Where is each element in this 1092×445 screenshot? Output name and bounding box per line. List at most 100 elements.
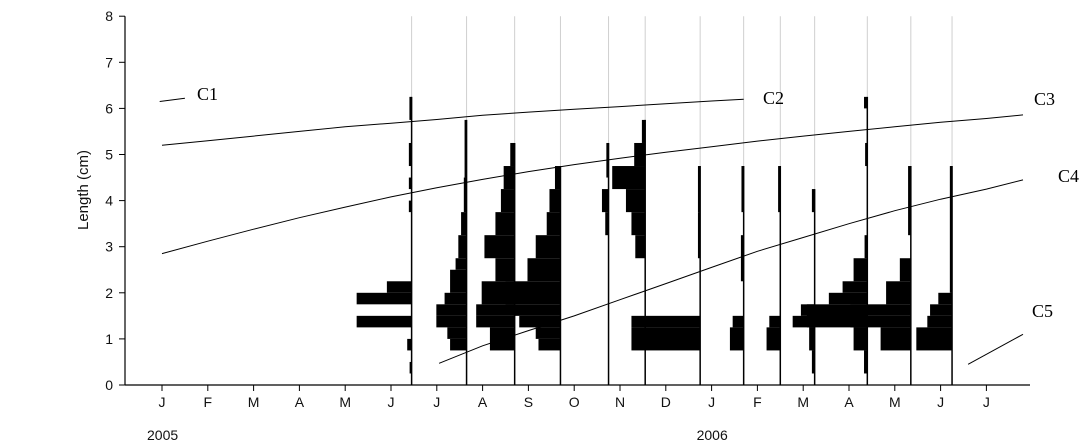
frequency-bar [458,235,467,259]
frequency-bar [464,119,467,178]
x-tick-label: M [797,394,809,410]
frequency-bar [949,166,953,293]
x-year-label: 2006 [697,427,728,443]
frequency-bar [916,327,953,351]
y-tick-label: 4 [105,193,113,209]
frequency-bar [476,315,515,328]
frequency-bar [476,304,515,316]
x-tick-label: F [204,394,213,410]
frequency-bar [842,281,868,293]
x-tick-label: M [248,394,260,410]
frequency-bar [436,315,467,328]
cohort-curves: C1 C2 C3 C4 C5 [159,84,1079,365]
frequency-bar [503,166,515,190]
frequency-bar [447,327,467,339]
y-tick-label: 5 [105,147,113,163]
length-frequency-bars [356,96,953,385]
x-tick-label: F [753,394,762,410]
frequency-bar [811,350,815,374]
frequency-bar [612,166,646,190]
frequency-bar [386,281,412,293]
frequency-bar [605,212,609,236]
frequency-bar [850,315,911,328]
frequency-bar [631,315,701,328]
frequency-bar [732,315,744,328]
frequency-bar [538,338,561,351]
x-tick-label: D [661,394,671,410]
frequency-bar [850,304,911,316]
frequency-bar [886,281,911,305]
frequency-bar [778,166,781,213]
cohort-curve-c5 [967,333,1024,365]
frequency-bar [927,315,953,328]
frequency-bar [864,350,868,374]
frequency-bar [634,142,646,167]
x-tick-label: J [983,394,990,410]
frequency-bar [809,327,815,351]
frequency-bar [864,96,868,109]
cohort-curve-c3 [161,114,1024,255]
frequency-bar [408,177,412,190]
frequency-bar [853,258,868,282]
frequency-bar [601,189,609,213]
cohort-label-c2: C2 [763,88,784,108]
frequency-bar [444,292,467,305]
frequency-bar [500,189,515,213]
frequency-bar [356,315,412,328]
frequency-bar [463,177,467,213]
frequency-bar [828,292,868,305]
frequency-bar [625,189,646,213]
frequency-bar [407,338,412,351]
frequency-bar [408,154,412,167]
frequency-bar [450,269,467,293]
x-tick-label: M [339,394,351,410]
frequency-bar [908,166,911,236]
frequency-bar [535,235,561,259]
frequency-bar [741,166,744,213]
frequency-bar [549,189,561,213]
frequency-bar [455,258,467,270]
y-tick-label: 7 [105,54,113,70]
frequency-bar [461,212,467,236]
frequency-bar [938,292,953,305]
frequency-bar [766,327,781,351]
x-tick-label: J [433,394,440,410]
frequency-bar [729,327,744,351]
x-tick-label: J [708,394,715,410]
frequency-bar [409,96,412,120]
frequency-bar [356,292,412,305]
y-tick-label: 8 [105,8,113,24]
frequency-bar [436,304,467,316]
x-tick-label: A [478,394,488,410]
frequency-bar [740,235,744,282]
x-tick-label: A [295,394,305,410]
cohort-curve-c4 [438,179,1024,364]
frequency-bar [631,212,646,236]
cohort-label-c3: C3 [1034,89,1055,109]
frequency-bar [554,166,561,190]
frequency-bar [880,327,911,351]
frequency-bar [409,361,412,374]
frequency-bar [527,258,561,282]
y-axis-label: Length (cm) [75,150,92,230]
axes: 0 1 2 3 4 5 6 7 8 J F M A M J J A S O N D J F M A M J J 2005 2006 [105,8,1030,443]
frequency-bar [811,189,815,213]
cohort-curve-c2 [161,98,744,146]
x-tick-label: J [937,394,944,410]
frequency-bar [899,258,911,282]
frequency-bar [408,200,412,213]
frequency-bar [864,235,868,259]
frequency-bar [853,327,868,351]
x-tick-label: A [844,394,854,410]
frequency-bar [408,142,412,155]
frequency-bar [484,235,515,259]
frequency-bar [697,166,701,213]
frequency-bar [450,338,467,351]
frequency-bar [535,327,561,339]
cohort-label-c4: C4 [1058,166,1079,186]
y-tick-label: 1 [105,331,113,347]
frequency-bar [635,235,646,259]
frequency-bar [495,212,515,236]
y-tick-label: 6 [105,100,113,116]
